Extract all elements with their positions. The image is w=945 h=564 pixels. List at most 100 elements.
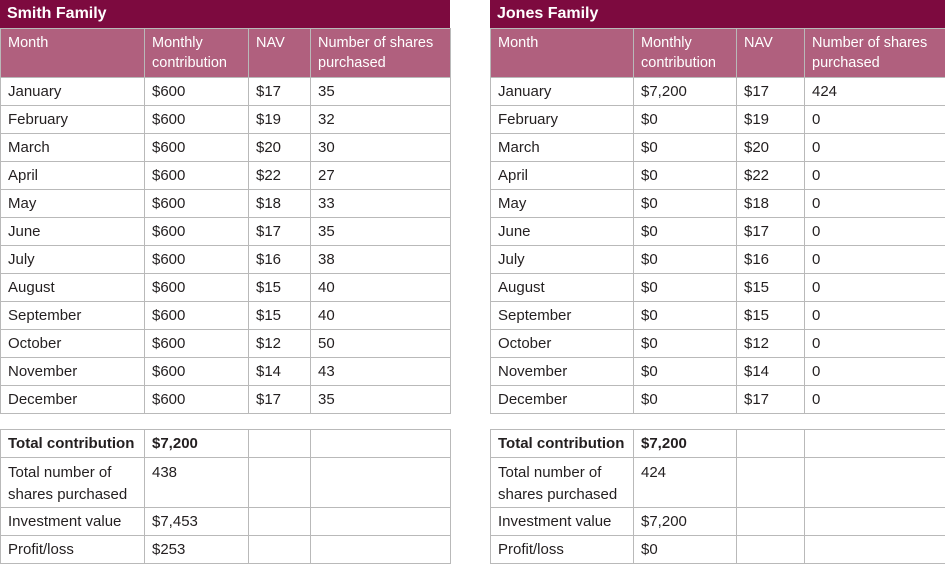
nav-cell: $15 [737,302,805,330]
summary-value: 424 [634,458,737,508]
empty-cell [249,536,311,564]
shares-cell: 0 [805,274,945,302]
summary-row: Profit/loss$253 [1,536,451,564]
contribution-cell: $600 [145,190,249,218]
panel-title: Smith Family [0,0,450,28]
month-cell: April [1,162,145,190]
month-cell: May [1,190,145,218]
summary-row: Investment value$7,453 [1,508,451,536]
empty-cell [249,430,311,458]
month-cell: July [1,246,145,274]
contribution-cell: $0 [634,274,737,302]
nav-cell: $14 [249,358,311,386]
shares-cell: 33 [311,190,451,218]
month-cell: August [1,274,145,302]
shares-cell: 30 [311,134,451,162]
contribution-cell: $600 [145,330,249,358]
contribution-cell: $600 [145,302,249,330]
monthly-table: Month Monthly contribution NAV Number of… [0,28,451,414]
shares-cell: 0 [805,386,945,414]
contribution-cell: $600 [145,218,249,246]
nav-cell: $19 [737,106,805,134]
nav-cell: $14 [737,358,805,386]
jones-family-panel: Jones Family Month Monthly contribution … [490,0,945,564]
nav-cell: $20 [249,134,311,162]
nav-cell: $17 [249,386,311,414]
empty-cell [249,508,311,536]
empty-cell [249,458,311,508]
month-cell: April [491,162,634,190]
summary-label: Investment value [491,508,634,536]
summary-label: Total contribution [1,430,145,458]
shares-cell: 50 [311,330,451,358]
empty-cell [311,508,451,536]
contribution-cell: $0 [634,246,737,274]
shares-cell: 40 [311,274,451,302]
header-monthly-contribution: Monthly contribution [145,29,249,78]
shares-cell: 35 [311,78,451,106]
nav-cell: $17 [249,218,311,246]
header-row: Month Monthly contribution NAV Number of… [491,29,945,78]
summary-value: 438 [145,458,249,508]
empty-cell [805,458,945,508]
contribution-cell: $600 [145,162,249,190]
empty-cell [805,508,945,536]
shares-cell: 40 [311,302,451,330]
summary-label: Profit/loss [1,536,145,564]
shares-cell: 0 [805,330,945,358]
summary-value: $7,200 [145,430,249,458]
month-cell: January [1,78,145,106]
month-cell: August [491,274,634,302]
contribution-cell: $7,200 [634,78,737,106]
header-nav: NAV [737,29,805,78]
header-row: Month Monthly contribution NAV Number of… [1,29,451,78]
contribution-cell: $0 [634,162,737,190]
empty-cell [737,430,805,458]
summary-label: Total number of shares purchased [491,458,634,508]
summary-row: Profit/loss$0 [491,536,945,564]
shares-cell: 0 [805,162,945,190]
month-cell: January [491,78,634,106]
contribution-cell: $0 [634,358,737,386]
shares-cell: 424 [805,78,945,106]
month-cell: May [491,190,634,218]
contribution-cell: $600 [145,358,249,386]
month-cell: June [1,218,145,246]
contribution-cell: $0 [634,218,737,246]
nav-cell: $12 [249,330,311,358]
summary-label: Investment value [1,508,145,536]
contribution-cell: $0 [634,386,737,414]
contribution-cell: $600 [145,386,249,414]
month-cell: March [1,134,145,162]
month-cell: February [1,106,145,134]
header-shares-purchased: Number of shares purchased [311,29,451,78]
nav-cell: $20 [737,134,805,162]
contribution-cell: $600 [145,274,249,302]
empty-cell [805,430,945,458]
shares-cell: 0 [805,134,945,162]
summary-value: $7,200 [634,508,737,536]
shares-cell: 32 [311,106,451,134]
nav-cell: $16 [249,246,311,274]
contribution-cell: $0 [634,302,737,330]
shares-cell: 43 [311,358,451,386]
month-cell: June [491,218,634,246]
contribution-cell: $600 [145,246,249,274]
